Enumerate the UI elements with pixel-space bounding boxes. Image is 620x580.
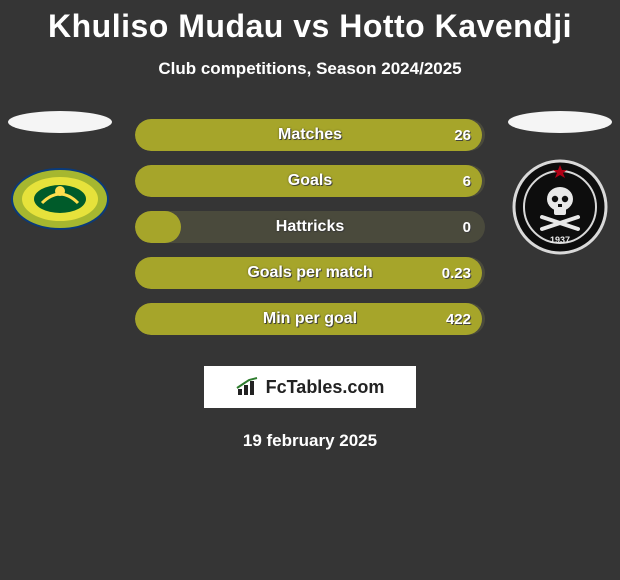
stat-label: Goals per match [247,264,372,282]
comparison-panel: 1937 Matches 26 Goals 6 Hattricks 0 Goal… [0,119,620,339]
brand-text: FcTables.com [266,377,385,398]
stat-label: Matches [278,126,342,144]
stat-row-hattricks: Hattricks 0 [135,211,485,243]
bar-chart-icon [236,377,260,397]
svg-text:1937: 1937 [550,235,570,245]
club-badge-left [10,167,110,231]
stat-row-matches: Matches 26 [135,119,485,151]
stat-label: Min per goal [263,310,357,328]
pirates-crest-icon: 1937 [512,159,608,255]
stats-list: Matches 26 Goals 6 Hattricks 0 Goals per… [135,119,485,349]
stat-value: 6 [463,173,471,190]
player-photo-placeholder-right [508,111,612,133]
page-subtitle: Club competitions, Season 2024/2025 [0,59,620,79]
stat-row-goals-per-match: Goals per match 0.23 [135,257,485,289]
stat-label: Goals [288,172,332,190]
sundowns-crest-icon [10,167,110,231]
stat-row-goals: Goals 6 [135,165,485,197]
stat-fill [135,211,181,243]
right-player-column: 1937 [500,111,620,257]
stat-value: 0 [463,219,471,236]
page-title: Khuliso Mudau vs Hotto Kavendji [0,0,620,45]
player-photo-placeholder-left [8,111,112,133]
brand-badge: FcTables.com [203,365,417,409]
club-badge-right: 1937 [510,157,610,257]
stat-row-min-per-goal: Min per goal 422 [135,303,485,335]
stat-value: 422 [446,311,471,328]
stat-label: Hattricks [276,218,344,236]
stat-value: 0.23 [442,265,471,282]
date-line: 19 february 2025 [0,431,620,451]
stat-value: 26 [454,127,471,144]
left-player-column [0,111,120,231]
